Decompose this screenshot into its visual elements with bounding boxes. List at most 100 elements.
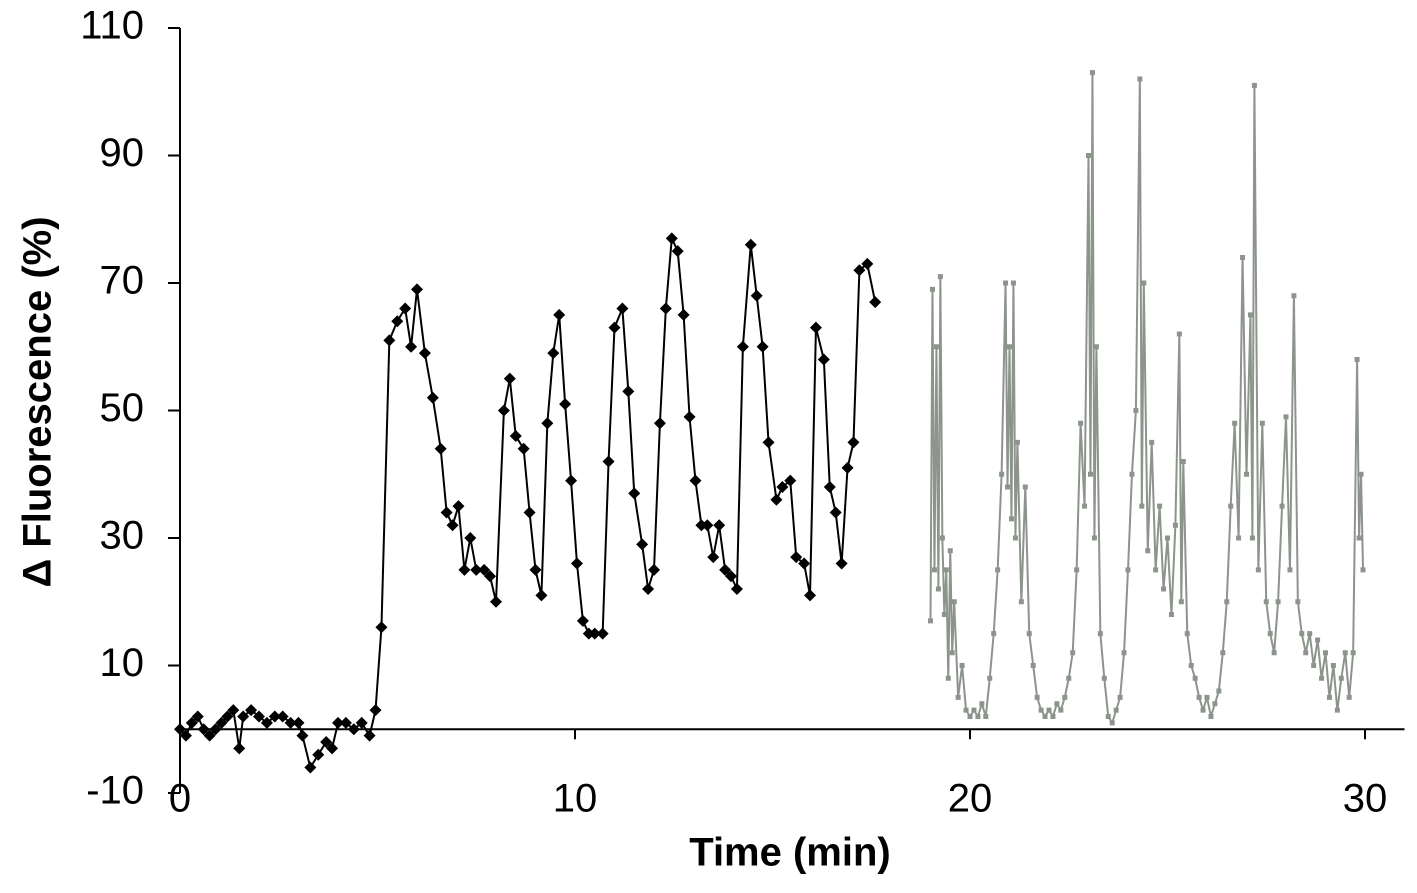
marker — [756, 340, 769, 353]
marker — [1161, 586, 1167, 592]
marker — [369, 704, 382, 717]
marker — [1354, 357, 1360, 362]
marker — [1176, 331, 1182, 337]
marker — [1315, 637, 1321, 643]
marker — [979, 701, 985, 707]
marker — [784, 474, 797, 487]
marker — [835, 557, 848, 570]
marker — [517, 442, 530, 455]
marker — [1078, 420, 1084, 426]
marker — [253, 710, 265, 723]
marker — [1030, 663, 1036, 668]
marker — [570, 557, 583, 570]
marker — [1113, 707, 1119, 713]
marker — [1184, 631, 1190, 637]
marker — [945, 675, 951, 681]
marker — [1093, 344, 1099, 350]
marker — [1109, 720, 1115, 726]
marker — [332, 716, 344, 729]
marker — [179, 729, 192, 742]
marker — [411, 283, 423, 296]
marker — [418, 347, 431, 360]
marker — [1279, 503, 1285, 509]
marker — [221, 710, 234, 723]
marker — [588, 627, 601, 640]
marker — [391, 315, 404, 328]
y-tick-label: 50 — [100, 386, 145, 430]
marker — [1220, 650, 1226, 656]
marker — [399, 302, 412, 315]
marker — [963, 707, 969, 713]
marker — [677, 308, 690, 321]
marker — [1267, 631, 1273, 637]
marker — [798, 557, 811, 570]
marker — [1283, 414, 1289, 420]
marker — [1330, 663, 1336, 668]
marker — [296, 729, 309, 742]
marker — [602, 455, 615, 468]
marker — [197, 723, 210, 736]
marker — [1097, 631, 1103, 637]
marker — [1212, 701, 1218, 707]
marker — [928, 618, 933, 624]
marker — [1342, 650, 1348, 656]
marker — [975, 714, 981, 719]
marker — [642, 583, 655, 595]
marker — [1275, 599, 1281, 605]
marker — [1101, 675, 1107, 681]
marker — [1271, 650, 1277, 656]
marker — [1247, 312, 1253, 318]
marker — [929, 286, 935, 292]
y-axis-title: Δ Fluorescence (%) — [16, 216, 60, 587]
marker — [1038, 707, 1044, 713]
marker — [616, 302, 629, 315]
marker — [1087, 471, 1093, 477]
marker — [523, 506, 536, 519]
y-tick-label: 90 — [100, 131, 145, 175]
y-tick-label: -10 — [86, 769, 144, 813]
marker — [1089, 70, 1095, 76]
marker — [701, 519, 714, 532]
marker — [339, 716, 352, 729]
marker — [1295, 599, 1301, 605]
marker — [1172, 522, 1178, 528]
marker — [1204, 694, 1210, 700]
marker — [490, 595, 502, 608]
marker — [659, 302, 672, 315]
marker — [1008, 516, 1014, 522]
marker — [227, 704, 240, 717]
marker — [1082, 503, 1088, 509]
marker — [1141, 280, 1147, 286]
marker — [983, 714, 989, 719]
marker — [383, 334, 396, 347]
marker — [736, 340, 749, 353]
marker — [707, 551, 720, 564]
marker — [1240, 255, 1246, 260]
marker — [535, 589, 548, 602]
marker — [1168, 612, 1174, 617]
marker — [1249, 535, 1255, 541]
marker — [987, 675, 993, 681]
marker — [559, 398, 572, 411]
marker — [1311, 663, 1317, 668]
marker — [648, 563, 660, 576]
marker — [1058, 707, 1064, 713]
marker — [1334, 707, 1340, 713]
y-tick-label: 110 — [80, 4, 144, 48]
marker — [1319, 675, 1325, 681]
marker — [541, 417, 554, 430]
marker — [1244, 471, 1249, 477]
marker — [1236, 535, 1242, 541]
x-axis-title: Time (min) — [689, 831, 891, 875]
marker — [1010, 280, 1016, 286]
marker — [949, 650, 955, 656]
marker — [931, 567, 937, 573]
marker — [1018, 599, 1024, 605]
marker — [999, 471, 1005, 477]
marker — [1026, 631, 1032, 637]
marker — [312, 748, 325, 761]
marker — [1255, 567, 1261, 573]
marker — [1263, 599, 1269, 605]
marker — [434, 442, 447, 455]
